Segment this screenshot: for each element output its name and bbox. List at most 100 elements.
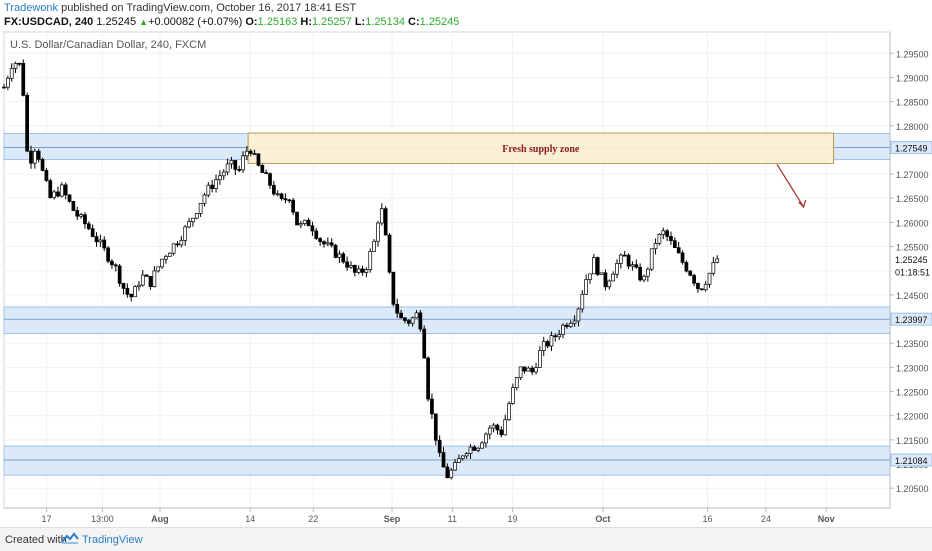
candle-body xyxy=(476,447,481,451)
candle-body xyxy=(568,322,573,327)
candle-body xyxy=(13,62,18,69)
candle-body xyxy=(329,242,334,246)
time-axis[interactable] xyxy=(4,508,890,527)
zone-support[interactable] xyxy=(3,306,891,335)
candle-body xyxy=(715,258,720,263)
y-tick-label: 1.29500 xyxy=(896,49,929,59)
candle-body xyxy=(487,427,492,435)
supply-zone-box[interactable] xyxy=(247,132,835,164)
candle-body xyxy=(665,230,669,237)
candle-body xyxy=(187,221,191,228)
candle-body xyxy=(595,257,600,275)
candle-body xyxy=(599,272,604,275)
candle-body xyxy=(692,274,696,284)
candle-body xyxy=(688,270,693,276)
candle-body xyxy=(449,469,454,479)
candle-body xyxy=(672,240,677,249)
candle-body xyxy=(618,254,623,264)
candle-body xyxy=(6,77,10,88)
candle-body xyxy=(302,219,307,224)
candle-body xyxy=(645,268,650,277)
candle-body xyxy=(245,150,249,157)
candle-body xyxy=(110,260,114,266)
candle-body xyxy=(79,214,83,217)
candle-body xyxy=(106,247,110,262)
candle-body xyxy=(48,180,53,198)
candle-body xyxy=(453,462,457,471)
chart-title: U.S. Dollar/Canadian Dollar, 240, FXCM xyxy=(10,39,206,51)
candle-body xyxy=(279,193,284,199)
candle-body xyxy=(94,236,99,243)
price-label-text: 1.27549 xyxy=(895,144,928,154)
candle-body xyxy=(464,453,469,457)
candle-body xyxy=(233,160,238,170)
last-price: 1.25245 xyxy=(96,16,137,28)
down-arrow-drawing[interactable] xyxy=(776,164,807,209)
published-text: published on TradingView.com, October 16… xyxy=(61,2,357,14)
candle-body xyxy=(260,165,265,173)
candle-body xyxy=(368,251,373,270)
candle-body xyxy=(56,191,60,197)
candle-body xyxy=(337,253,342,258)
y-tick-label: 1.23500 xyxy=(896,339,929,349)
candle-body xyxy=(538,350,542,368)
candle-body xyxy=(630,264,635,267)
candle-body xyxy=(156,266,161,272)
candle-body xyxy=(653,242,658,250)
candle-body xyxy=(202,194,207,204)
header: Tradewonk published on TradingView.com, … xyxy=(0,0,932,30)
candle-body xyxy=(426,357,430,400)
y-tick-label: 1.26500 xyxy=(896,194,929,204)
candles xyxy=(2,59,720,480)
candle-body xyxy=(383,208,388,236)
candle-body xyxy=(98,239,103,243)
open-value: 1.25163 xyxy=(257,16,298,28)
price-chart[interactable]: Fresh supply zone U.S. Dollar/Canadian D… xyxy=(0,30,932,527)
candle-body xyxy=(480,442,484,449)
candle-body xyxy=(272,184,276,195)
time-axis-ticks: 17 13:00 Aug 14 22 Sep 11 19 Oct 16 24 Nov xyxy=(42,508,835,524)
candle-body xyxy=(433,413,438,441)
candle-body xyxy=(2,86,6,89)
x-tick-label: 11 xyxy=(448,514,457,524)
candle-body xyxy=(430,398,434,415)
x-tick-label: 17 xyxy=(42,514,52,524)
candle-body xyxy=(310,225,315,232)
candle-body xyxy=(457,458,461,463)
candle-body xyxy=(703,283,708,291)
candle-body xyxy=(460,455,465,460)
price-label-text: 1.21084 xyxy=(895,456,928,466)
candle-body xyxy=(414,312,419,319)
candle-body xyxy=(71,201,76,211)
plot-area[interactable] xyxy=(3,31,891,509)
candle-body xyxy=(364,269,369,273)
author-link[interactable]: Tradewonk xyxy=(4,2,59,14)
candle-body xyxy=(445,466,450,479)
candle-body xyxy=(699,288,704,291)
candle-body xyxy=(545,341,550,347)
candle-body xyxy=(295,211,299,226)
candle-body xyxy=(152,270,157,287)
candle-body xyxy=(580,293,585,310)
candle-body xyxy=(252,153,257,155)
candle-body xyxy=(495,424,500,431)
candle-body xyxy=(676,247,681,254)
candle-body xyxy=(468,446,473,454)
candle-body xyxy=(349,265,353,268)
publish-info: Tradewonk published on TradingView.com, … xyxy=(4,2,356,14)
tradingview-link[interactable]: TradingView xyxy=(82,534,143,546)
candle-body xyxy=(661,230,666,235)
y-tick-label: 1.22000 xyxy=(896,412,929,422)
y-tick-label: 1.28000 xyxy=(896,122,929,132)
candle-body xyxy=(137,284,141,288)
tradingview-logo-icon xyxy=(61,532,79,544)
candle-body xyxy=(406,320,411,324)
high-label: H: xyxy=(300,16,312,28)
candle-body xyxy=(322,241,326,245)
candle-body xyxy=(549,335,554,347)
candle-body xyxy=(484,433,488,444)
supply-zone[interactable]: Fresh supply zone xyxy=(247,132,835,164)
candle-body xyxy=(622,254,627,257)
candle-body xyxy=(175,243,180,246)
price-change: +0.00082 (+0.07%) xyxy=(148,16,243,28)
